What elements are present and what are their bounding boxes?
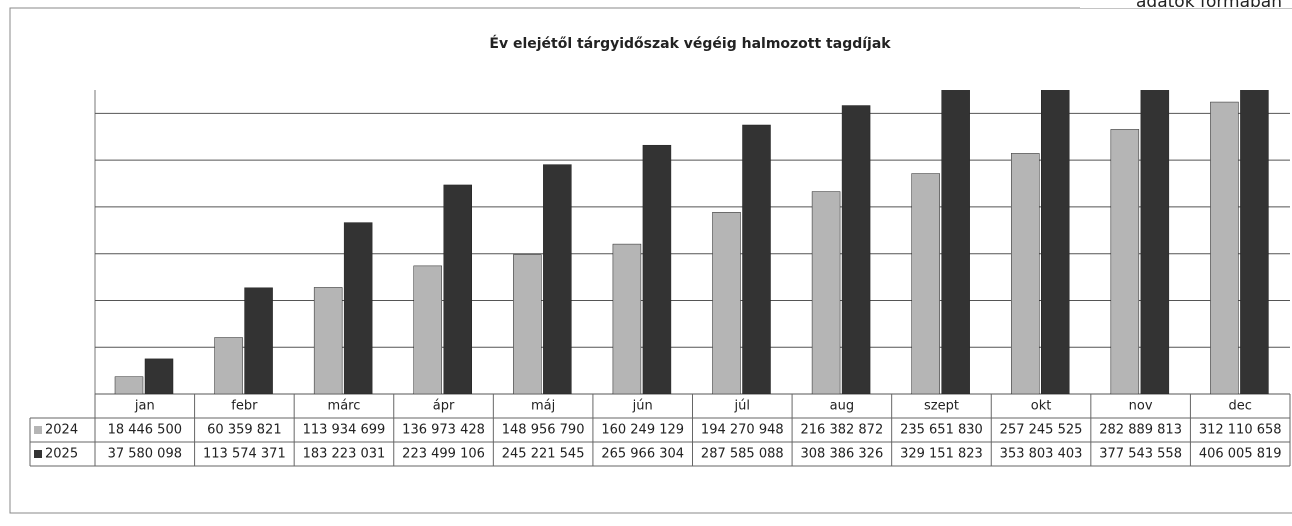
bar [413,265,442,394]
bar [742,124,771,394]
data-label: 329 151 823 [900,447,983,462]
bar [313,287,343,394]
data-label: 194 270 948 [701,423,784,438]
data-label: 60 359 821 [207,423,281,438]
bar [941,90,970,394]
data-label: 257 245 525 [1000,423,1083,438]
bar [543,164,572,394]
bar [1041,90,1070,394]
data-label: 183 223 031 [303,447,386,462]
bar [144,358,174,394]
bar [1011,153,1040,394]
bar [244,287,273,394]
x-tick-label: dec [1229,399,1252,414]
bar [513,254,542,394]
data-label: 113 934 699 [303,423,386,438]
x-tick-label: szept [924,399,959,414]
note-bg [1080,0,1292,8]
data-label: 353 803 403 [1000,447,1083,462]
bar [343,222,373,394]
data-label: 287 585 088 [701,447,784,462]
bar [712,212,741,394]
data-label: 216 382 872 [801,423,884,438]
data-label: 235 651 830 [900,423,983,438]
x-tick-label: márc [328,399,361,414]
bar [911,173,940,394]
frame [9,7,1292,514]
x-tick-label: jan [134,399,155,414]
data-label: 265 966 304 [601,447,684,462]
bar [642,144,672,394]
bar [1240,90,1269,394]
legend-label: 2024 [45,423,78,438]
data-label: 160 249 129 [601,423,684,438]
plot [114,90,1269,394]
bar [612,243,642,394]
data-label: 223 499 106 [402,447,485,462]
bar [811,191,841,394]
data-label: 312 110 658 [1199,423,1282,438]
data-label: 308 386 326 [801,447,884,462]
x-tick-label: febr [231,399,258,414]
data-label: 377 543 558 [1099,447,1182,462]
data-label: 136 973 428 [402,423,485,438]
x-tick-label: máj [531,399,555,414]
x-tick-label: jún [632,399,653,414]
bar [841,105,871,394]
data-label: 113 574 371 [203,447,286,462]
legend-swatch [34,450,42,458]
chart-title: Év elejétől tárgyidőszak végéig halmozot… [489,35,891,52]
bar [1110,129,1140,394]
bar [114,376,144,394]
data-label: 37 580 098 [108,447,182,462]
legend-swatch [34,426,42,434]
bar [1210,101,1239,394]
note: adatok formában [1136,0,1282,12]
bar [214,337,243,394]
bar [443,184,472,394]
legend-label: 2025 [45,447,78,462]
data-label: 18 446 500 [108,423,182,438]
x-tick-label: ápr [433,399,455,414]
x-tick-label: nov [1129,399,1153,414]
data-label: 148 956 790 [502,423,585,438]
x-tick-label: júl [734,399,750,414]
bar [1140,90,1170,394]
x-tick-label: okt [1031,399,1052,414]
data-label: 282 889 813 [1099,423,1182,438]
data-label: 406 005 819 [1199,447,1282,462]
data-label: 245 221 545 [502,447,585,462]
x-tick-label: aug [830,399,854,414]
